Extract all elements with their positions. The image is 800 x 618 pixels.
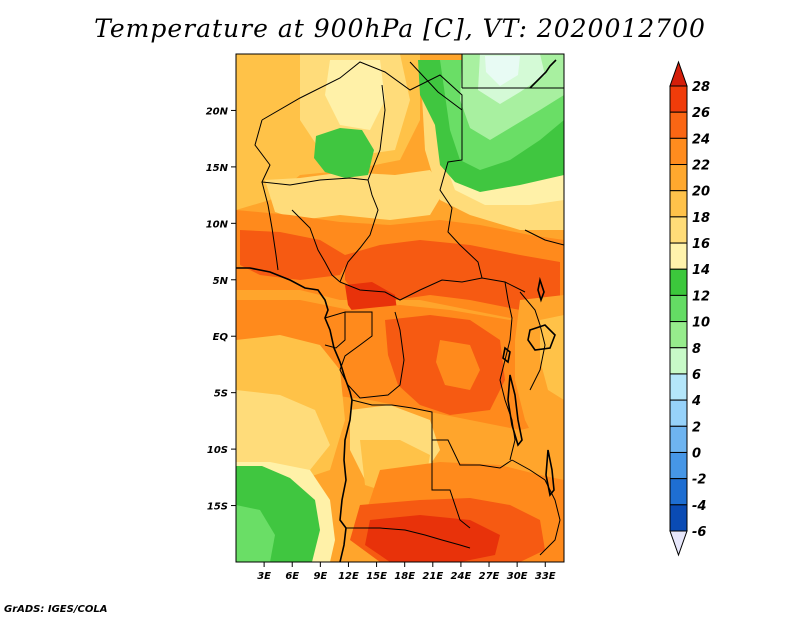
colorbar-box-16: [669, 504, 688, 532]
boundary-car-south: [339, 277, 526, 301]
colorbar-label: 26: [692, 106, 710, 121]
country-boundaries: [254, 54, 564, 556]
lat-tick-label: 15S: [207, 502, 228, 513]
lon-tick-label: 18E: [394, 571, 415, 582]
lat-tick-label: 20N: [206, 106, 229, 117]
colorbar-label: 4: [691, 394, 701, 409]
boundary-angola-namibia: [346, 527, 471, 549]
lat-tick-label: EQ: [213, 332, 229, 343]
coast-west-africa: [236, 267, 353, 562]
colorbar-box-2: [669, 137, 688, 166]
colorbar-label: 2: [692, 420, 701, 435]
colorbar-label: 16: [692, 237, 710, 252]
boundary-angola-zambia: [431, 440, 471, 529]
colorbar-label: 0: [692, 446, 701, 461]
colorbar-label: 24: [692, 132, 710, 147]
colorbar-box-14: [669, 451, 688, 480]
colorbar-label: 18: [692, 211, 710, 226]
colorbar-label: 10: [692, 316, 710, 331]
field-sahara-west-18: [265, 170, 445, 220]
grads-credit: GrADS: IGES/COLA: [4, 604, 108, 615]
map-title: Temperature at 900hPa [C], VT: 202001270…: [94, 14, 706, 43]
coastlines: [236, 59, 557, 562]
boundary-kenya-uganda: [519, 291, 546, 391]
lon-tick-label: 21E: [422, 571, 443, 582]
colorbar-label: -4: [692, 499, 706, 514]
lon-tick-label: 24E: [451, 571, 472, 582]
colorbar-box-3: [669, 164, 688, 192]
colorbar-under-triangle: [669, 530, 688, 557]
colorbar-label: 22: [692, 159, 710, 174]
colorbar-box-12: [669, 399, 688, 427]
lake-turkana: [537, 276, 545, 303]
field-nile-6: [485, 56, 520, 86]
lat-tick-label: 5S: [214, 389, 228, 400]
field-lake-chad-14: [314, 128, 374, 178]
lon-tick-label: 33E: [535, 571, 556, 582]
boundary-chad-sudan: [409, 61, 483, 279]
boundary-mali-niger: [254, 84, 386, 186]
latitude-axis: 20N 15N 10N 5N EQ 5S 10S 15S: [206, 106, 236, 513]
field-congo-east-24: [436, 340, 480, 390]
lon-tick-label: 27E: [479, 571, 500, 582]
colorbar-box-9: [669, 321, 688, 349]
colorbar-box-8: [669, 294, 688, 323]
lon-tick-label: 6E: [285, 571, 299, 582]
field-namibia-28: [365, 515, 500, 562]
red-sea-coast: [529, 59, 557, 89]
lon-tick-label: 15E: [366, 571, 387, 582]
colorbar-box-7: [669, 268, 688, 296]
lon-tick-label: 30E: [507, 571, 528, 582]
lat-tick-label: 10S: [207, 445, 228, 456]
colorbar-box-11: [669, 373, 688, 401]
colorbar-box-0: [669, 85, 688, 113]
lat-tick-label: 10N: [206, 219, 229, 230]
colorbar-box-1: [669, 111, 688, 139]
lat-tick-label: 5N: [213, 276, 229, 287]
field-east-highlands-20: [540, 315, 564, 400]
lat-tick-label: 15N: [206, 163, 229, 174]
boundary-chad-car: [339, 179, 379, 283]
colorbar-box-15: [669, 478, 688, 506]
map-frame: [235, 53, 565, 563]
colorbar-label: -6: [692, 525, 706, 540]
boundary-nigeria-cameroon: [291, 209, 341, 283]
colorbar-label: 28: [692, 80, 710, 95]
longitude-axis: 3E 6E 9E 12E 15E 18E 21E 24E 27E 30E 33E: [257, 562, 556, 582]
lon-tick-label: 12E: [338, 571, 359, 582]
boundary-nigeria-benin: [261, 181, 279, 271]
colorbar-box-4: [669, 190, 688, 218]
colorbar-label: 8: [692, 342, 701, 357]
colorbar-label: 6: [692, 368, 701, 383]
field-atlantic-18: [236, 390, 330, 470]
lake-tanganyika: [507, 374, 523, 447]
boundary-gabon: [324, 311, 346, 349]
boundary-ethiopia: [524, 229, 564, 246]
field-west-africa-26: [240, 230, 350, 280]
colorbar-box-10: [669, 347, 688, 375]
lake-malawi: [545, 449, 555, 497]
lake-kivu: [502, 346, 511, 364]
lake-victoria: [527, 324, 556, 351]
colorbar-box-6: [669, 242, 688, 270]
colorbar-box-5: [669, 216, 688, 244]
boundary-zambia-east: [511, 459, 561, 556]
field-south-atlantic-12: [236, 505, 275, 562]
colorbar-label: 14: [692, 263, 710, 278]
colorbar-label: -2: [692, 473, 706, 488]
lon-tick-label: 9E: [313, 571, 327, 582]
colorbar-label: 12: [692, 289, 710, 304]
temperature-field: [236, 54, 564, 562]
colorbar-over-triangle: [669, 60, 688, 87]
boundary-algeria-niger: [261, 61, 463, 121]
colorbar-label: 20: [692, 185, 710, 200]
colorbar-box-13: [669, 425, 688, 453]
lon-tick-label: 3E: [257, 571, 271, 582]
